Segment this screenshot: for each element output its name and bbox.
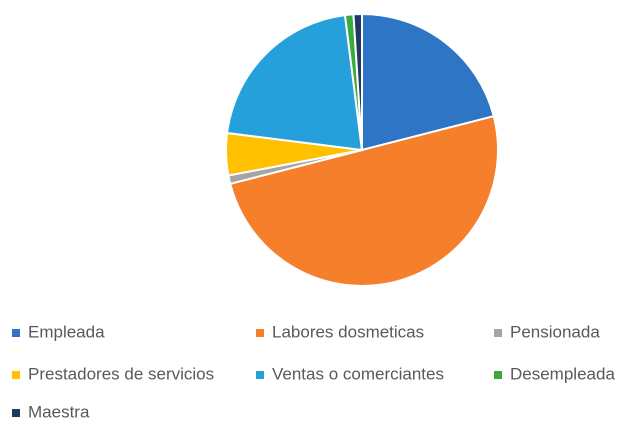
legend-swatch — [256, 371, 264, 379]
legend-label: Ventas o comerciantes — [272, 364, 444, 383]
pie-slice — [361, 12, 495, 152]
legend-swatch — [494, 329, 502, 337]
legend-label: Desempleada — [510, 364, 615, 383]
legend-swatch — [494, 371, 502, 379]
legend-swatch — [256, 329, 264, 337]
legend-label: Pensionada — [510, 322, 600, 341]
pie-slice — [225, 13, 364, 152]
pie-slice — [352, 12, 363, 151]
legend-label: Prestadores de servicios — [28, 364, 214, 383]
legend-label: Empleada — [28, 322, 105, 341]
legend-label: Maestra — [28, 402, 90, 421]
legend-swatch — [12, 329, 20, 337]
legend-swatch — [12, 371, 20, 379]
legend-label: Labores dosmeticas — [272, 322, 424, 341]
legend-swatch — [12, 409, 20, 417]
pie-slice — [229, 114, 499, 287]
